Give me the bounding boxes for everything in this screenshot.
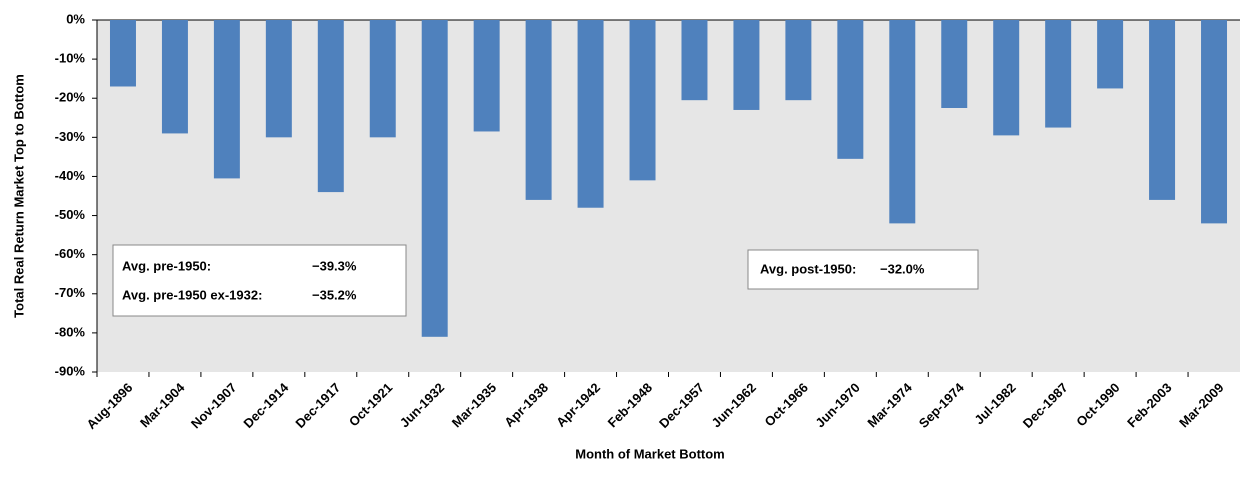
x-tick-label: Mar-1974 xyxy=(864,379,915,430)
x-tick-label: Sep-1974 xyxy=(916,379,968,431)
annotation-value: −39.3% xyxy=(312,258,357,273)
x-tick-label: Mar-1935 xyxy=(449,380,499,430)
y-tick-label: -10% xyxy=(55,51,86,66)
x-tick-label: Jun-1932 xyxy=(397,380,447,430)
bar xyxy=(473,20,500,132)
bar xyxy=(1149,20,1176,200)
y-axis-title: Total Real Return Market Top to Bottom xyxy=(11,74,26,318)
x-tick-label: Aug-1896 xyxy=(84,380,136,432)
x-tick-label: Jun-1970 xyxy=(812,380,862,430)
bar xyxy=(941,20,968,108)
x-tick-label: Dec-1957 xyxy=(656,380,707,431)
x-tick-label: Nov-1907 xyxy=(188,380,239,431)
x-tick-label: Jul-1982 xyxy=(971,380,1018,427)
bar xyxy=(317,20,344,193)
bar xyxy=(577,20,604,208)
bar xyxy=(161,20,188,134)
annotation-value: −35.2% xyxy=(312,287,357,302)
bar xyxy=(993,20,1020,136)
bar xyxy=(213,20,240,179)
y-tick-label: -90% xyxy=(55,363,86,378)
x-tick-label: Dec-1914 xyxy=(240,379,292,431)
bar xyxy=(525,20,552,200)
y-tick-label: -30% xyxy=(55,129,86,144)
annotation-label: Avg. pre-1950 ex-1932: xyxy=(122,287,262,302)
annotation-label: Avg. pre-1950: xyxy=(122,258,211,273)
annotation-box xyxy=(112,244,407,317)
x-tick-label: Dec-1987 xyxy=(1020,380,1071,431)
bar xyxy=(421,20,448,337)
x-tick-label: Oct-1966 xyxy=(761,380,810,429)
annotation-value: −32.0% xyxy=(880,261,925,276)
bar xyxy=(369,20,396,138)
y-tick-label: -70% xyxy=(55,285,86,300)
bar xyxy=(629,20,656,181)
bar xyxy=(109,20,136,87)
y-tick-label: -50% xyxy=(55,207,86,222)
y-tick-label: -80% xyxy=(55,324,86,339)
bar xyxy=(1045,20,1072,128)
annotation-box xyxy=(747,249,979,290)
bar xyxy=(1201,20,1228,224)
x-tick-label: Oct-1921 xyxy=(346,380,395,429)
bar xyxy=(785,20,812,101)
bar xyxy=(733,20,760,110)
x-tick-label: Feb-1948 xyxy=(605,380,655,430)
y-tick-label: -60% xyxy=(55,246,86,261)
y-tick-label: -20% xyxy=(55,90,86,105)
x-tick-label: Mar-2009 xyxy=(1176,380,1226,430)
y-tick-label: 0% xyxy=(66,11,85,26)
x-tick-label: Mar-1904 xyxy=(137,379,188,430)
x-axis-title: Month of Market Bottom xyxy=(575,446,724,461)
x-tick-label: Apr-1938 xyxy=(501,380,551,430)
x-tick-label: Dec-1917 xyxy=(292,380,343,431)
bar xyxy=(265,20,292,138)
bar xyxy=(889,20,916,224)
x-tick-label: Apr-1942 xyxy=(553,380,603,430)
x-tick-label: Jun-1962 xyxy=(709,380,759,430)
x-tick-label: Oct-1990 xyxy=(1073,380,1122,429)
x-tick-label: Feb-2003 xyxy=(1124,380,1174,430)
bar xyxy=(681,20,708,101)
bar xyxy=(1097,20,1124,89)
bar xyxy=(837,20,864,159)
y-tick-label: -40% xyxy=(55,168,86,183)
annotation-label: Avg. post-1950: xyxy=(760,261,856,276)
